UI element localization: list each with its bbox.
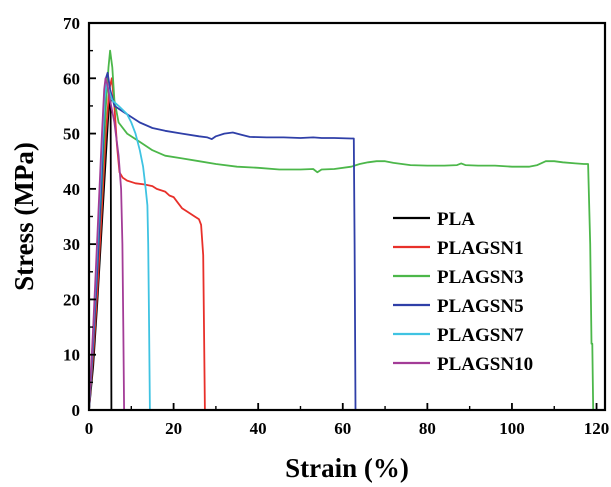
y-tick-label: 40 (63, 180, 80, 199)
y-axis-title: Stress (MPa) (9, 142, 39, 291)
x-tick-label: 100 (499, 419, 525, 438)
x-tick-label: 120 (584, 419, 610, 438)
y-tick-label: 10 (63, 346, 80, 365)
legend-label-plagsn1: PLAGSN1 (437, 238, 524, 259)
y-tick-label: 60 (63, 69, 80, 88)
x-axis-title: Strain (%) (285, 453, 409, 483)
legend: PLA PLAGSN1 PLAGSN3 PLAGSN5 PLAGSN7 PLAGSN10 (393, 209, 533, 375)
legend-label-plagsn5: PLAGSN5 (437, 296, 524, 317)
legend-label-plagsn7: PLAGSN7 (437, 325, 524, 346)
series-line-plagsn3 (88, 49, 595, 411)
series-line-plagsn5 (88, 71, 357, 411)
x-tick-label: 0 (85, 419, 94, 438)
x-tick-label: 80 (419, 419, 436, 438)
y-tick-label: 0 (72, 401, 81, 420)
x-tick-label: 60 (334, 419, 351, 438)
legend-label-plagsn3: PLAGSN3 (437, 267, 524, 288)
x-tick-label: 20 (165, 419, 182, 438)
plot-area-frame (87, 21, 607, 412)
axis-ticks (88, 22, 598, 411)
y-tick-label: 50 (63, 125, 80, 144)
x-tick-label: 40 (250, 419, 267, 438)
y-tick-label: 20 (63, 290, 80, 309)
legend-label-pla: PLA (437, 209, 475, 230)
series-line-plagsn7 (88, 82, 151, 411)
legend-label-plagsn10: PLAGSN10 (437, 354, 533, 375)
series-line-plagsn1 (88, 77, 206, 411)
y-tick-label: 70 (63, 14, 80, 33)
y-tick-label: 30 (63, 235, 80, 254)
series-layer (88, 49, 595, 411)
series-line-plagsn10 (88, 77, 125, 411)
axis-tick-labels: 0 20 40 60 80 100 120 0 10 20 30 40 50 60 70 (63, 14, 609, 438)
